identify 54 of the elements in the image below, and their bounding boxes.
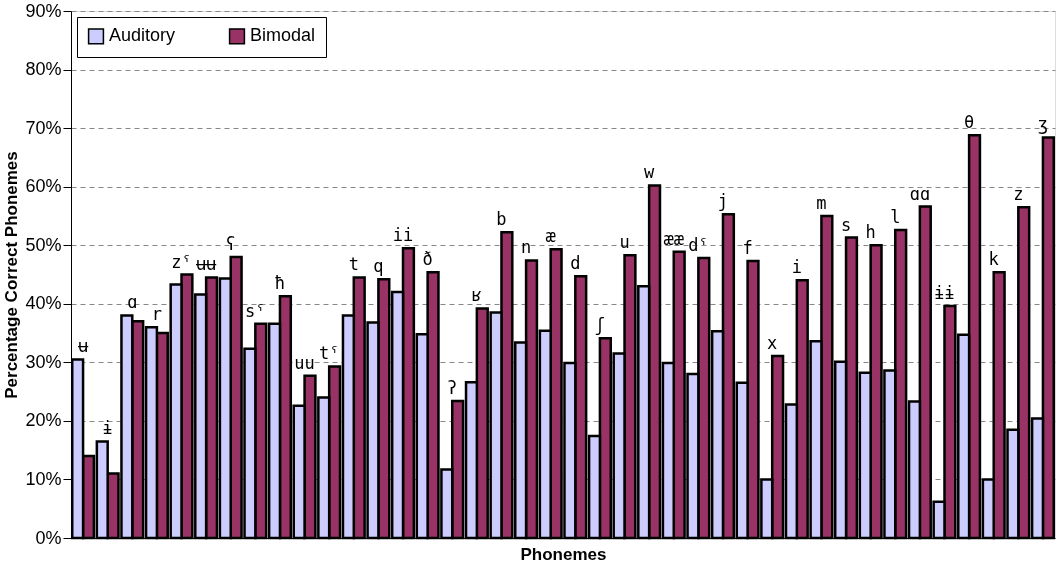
x-tick-label: zˤ	[171, 251, 192, 272]
x-tick-label: d	[570, 253, 581, 274]
x-tick-label: ʁ	[471, 285, 482, 306]
x-tick-label: j	[717, 191, 729, 212]
y-tick-label: 0%	[35, 527, 62, 548]
x-tick-label: u	[619, 232, 630, 253]
x-tick-label: i	[791, 257, 802, 278]
x-tick-label: b	[496, 209, 507, 230]
y-tick-label: 40%	[25, 293, 62, 314]
x-tick-label: θ	[963, 112, 975, 133]
y-tick-label: 50%	[25, 234, 62, 255]
x-tick-label: ɑ	[127, 292, 138, 313]
x-tick-label: n	[520, 237, 532, 258]
x-tick-label: k	[988, 249, 999, 270]
y-axis-title: Percentage Correct Phonemes	[2, 151, 22, 399]
x-tick-label: sˤ	[245, 300, 266, 321]
x-tick-label: ʒ	[1037, 114, 1049, 135]
x-tick-label: z	[1013, 184, 1024, 205]
x-tick-label: tˤ	[318, 343, 340, 364]
x-tick-label: ʉʉ	[195, 254, 218, 275]
y-tick-label: 30%	[25, 351, 62, 372]
x-tick-label: ææ	[663, 228, 684, 249]
x-tick-label: ii	[392, 225, 414, 246]
x-tick-label: q	[373, 256, 384, 277]
y-tick-label: 70%	[25, 117, 62, 138]
legend-label: Auditory	[109, 25, 176, 46]
x-tick-label: uu	[294, 352, 315, 373]
x-tick-label: ɑɑ	[909, 183, 931, 204]
x-tick-label: ð	[422, 249, 433, 270]
y-tick-label: 80%	[25, 59, 62, 80]
x-tick-label: w	[644, 162, 656, 183]
x-tick-label: ʃ	[594, 315, 606, 336]
x-tick-label: t	[348, 254, 359, 275]
x-tick-label: ʕ	[225, 233, 236, 254]
y-tick-label: 20%	[25, 410, 62, 431]
x-tick-label: s	[840, 214, 852, 235]
x-tick-label: m	[816, 192, 827, 213]
y-tick-label: 10%	[25, 468, 62, 489]
x-tick-label: x	[767, 332, 778, 353]
x-tick-label: ħ	[274, 273, 286, 294]
x-axis-title: Phonemes	[520, 544, 607, 564]
x-tick-label: l	[890, 207, 901, 227]
x-tick-label: ʉ	[77, 336, 89, 357]
legend-label: Bimodal	[250, 25, 316, 46]
x-tick-label: r	[151, 304, 163, 325]
x-tick-label: h	[865, 222, 876, 243]
x-tick-label: ɨɨ	[934, 283, 955, 304]
x-tick-label: ʔ	[447, 377, 458, 398]
x-tick-label: ɨ	[102, 418, 113, 439]
x-tick-label: dˤ	[688, 235, 709, 256]
y-tick-label: 90%	[25, 0, 62, 21]
y-tick-label: 60%	[25, 176, 62, 197]
x-tick-label: æ	[545, 226, 556, 247]
x-tick-label: f	[742, 238, 753, 259]
